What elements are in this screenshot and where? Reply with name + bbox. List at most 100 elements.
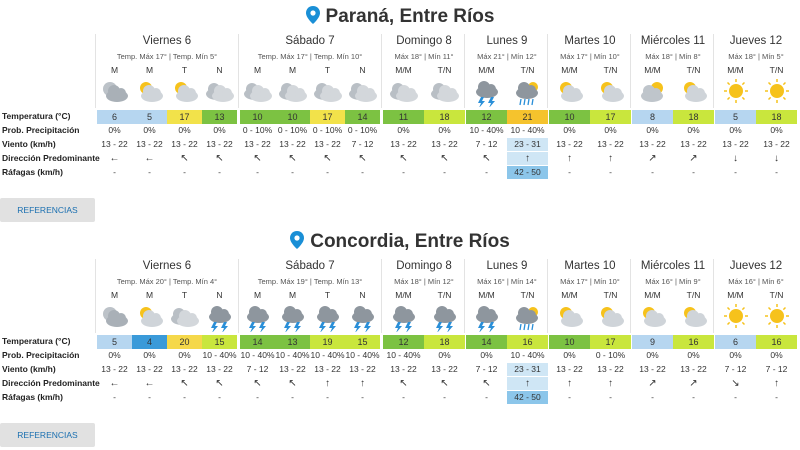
- wind-cell: 13 - 22: [722, 139, 749, 149]
- row-label: Viento (km/h): [2, 364, 56, 374]
- wind-cell: 13 - 22: [556, 139, 583, 149]
- precip-cell: 10 - 40%: [240, 350, 275, 360]
- precip-cell: 10 - 40%: [469, 125, 504, 135]
- gust-cell: -: [443, 167, 446, 177]
- precip-cell: 0%: [397, 125, 410, 135]
- temperature-cell: 8: [632, 110, 673, 124]
- direction-cell: ↖: [482, 378, 491, 389]
- precip-cell: 0%: [143, 125, 156, 135]
- precip-cell: 0 - 10%: [595, 350, 626, 360]
- temperature-cell: 11: [383, 110, 424, 124]
- temperature-cell: 18: [424, 335, 465, 349]
- day-summary: Temp. Máx 17° | Temp. Mín 5°: [116, 52, 218, 61]
- wind-cell: 13 - 22: [101, 364, 128, 374]
- day-separator: [547, 259, 548, 333]
- temperature-cell: 10: [549, 335, 590, 349]
- weather-icon: [205, 79, 235, 107]
- weather-icon: [679, 304, 709, 332]
- day-summary: Temp. Máx 20° | Temp. Mín 4°: [116, 277, 218, 286]
- direction-cell: ↓: [733, 153, 738, 164]
- location-pin: [290, 231, 305, 249]
- row-label: Prob. Precipitación: [2, 125, 80, 135]
- title-bar: Paraná, Entre Ríos: [0, 4, 800, 30]
- period-label: M: [253, 65, 262, 75]
- temperature-cell: 21: [507, 110, 548, 124]
- period-label: M/M: [644, 290, 661, 300]
- period-label: T/N: [520, 65, 535, 75]
- period-label: M/M: [478, 65, 495, 75]
- direction-cell: ←: [109, 378, 120, 389]
- day-name: Sábado 7: [285, 35, 335, 47]
- gust-cell: -: [734, 392, 737, 402]
- temperature-cell: 10: [240, 110, 275, 124]
- weather-icon: [762, 79, 792, 107]
- period-label: M/M: [727, 290, 744, 300]
- period-label: T/N: [520, 290, 535, 300]
- day-separator: [713, 259, 714, 333]
- weather-icon: [721, 304, 751, 332]
- precip-cell: 0%: [687, 125, 700, 135]
- precip-cell: 0 - 10%: [277, 125, 308, 135]
- wind-cell: 13 - 22: [556, 364, 583, 374]
- precip-cell: 10 - 40%: [510, 350, 545, 360]
- gust-cell: -: [326, 167, 329, 177]
- day-summary: Máx 18° | Mín 5°: [728, 52, 784, 61]
- weather-icon: [348, 79, 378, 107]
- weather-icon: [313, 79, 343, 107]
- day-summary: Temp. Máx 17° | Temp. Mín 10°: [257, 52, 363, 61]
- period-label: M: [110, 65, 119, 75]
- precip-cell: 0%: [108, 125, 121, 135]
- day-separator: [464, 259, 465, 333]
- gust-cell: -: [734, 167, 737, 177]
- period-label: N: [359, 290, 366, 300]
- precip-cell: 0%: [646, 350, 659, 360]
- gust-cell: 42 - 50: [507, 391, 548, 404]
- wind-cell: 7 - 12: [351, 139, 374, 149]
- temperature-cell: 4: [132, 335, 167, 349]
- wind-cell: 7 - 12: [724, 364, 747, 374]
- temperature-cell: 16: [507, 335, 548, 349]
- temperature-cell: 5: [132, 110, 167, 124]
- wind-cell: 7 - 12: [475, 139, 498, 149]
- period-label: M/M: [478, 290, 495, 300]
- wind-cell: 7 - 12: [475, 364, 498, 374]
- precip-cell: 10 - 40%: [386, 350, 421, 360]
- weather-icon: [762, 304, 792, 332]
- wind-cell: 13 - 22: [171, 139, 198, 149]
- period-label: T: [324, 65, 331, 75]
- period-label: M: [288, 65, 297, 75]
- precip-cell: 0%: [563, 350, 576, 360]
- temperature-cell: 9: [632, 335, 673, 349]
- gust-cell: -: [113, 392, 116, 402]
- weather-icon: [243, 79, 273, 107]
- wind-cell: 13 - 22: [136, 364, 163, 374]
- temperature-cell: 15: [345, 335, 380, 349]
- direction-cell: ←: [109, 153, 120, 164]
- period-label: T/N: [686, 290, 701, 300]
- wind-cell: 13 - 22: [431, 364, 458, 374]
- temperature-cell: 16: [756, 335, 797, 349]
- wind-cell: 13 - 22: [206, 364, 233, 374]
- temperature-cell: 12: [466, 110, 507, 124]
- wind-cell: 13 - 22: [244, 139, 271, 149]
- direction-cell: ↖: [482, 153, 491, 164]
- direction-cell: ↖: [180, 378, 189, 389]
- direction-cell: ←: [144, 153, 155, 164]
- temperature-cell: 5: [97, 335, 132, 349]
- gust-cell: -: [361, 392, 364, 402]
- direction-cell: ↖: [399, 153, 408, 164]
- wind-cell: 13 - 22: [639, 139, 666, 149]
- wind-cell: 13 - 22: [349, 364, 376, 374]
- day-separator: [713, 34, 714, 108]
- references-button[interactable]: REFERENCIAS: [0, 198, 95, 222]
- direction-cell: ↖: [215, 153, 224, 164]
- title-bar: Concordia, Entre Ríos: [0, 229, 800, 255]
- references-button[interactable]: REFERENCIAS: [0, 423, 95, 447]
- direction-cell: ↓: [774, 153, 779, 164]
- weather-icon: [513, 304, 543, 332]
- wind-cell: 13 - 22: [171, 364, 198, 374]
- temperature-cell: 18: [756, 110, 797, 124]
- day-separator: [464, 34, 465, 108]
- day-separator: [95, 259, 96, 333]
- period-label: N: [216, 65, 223, 75]
